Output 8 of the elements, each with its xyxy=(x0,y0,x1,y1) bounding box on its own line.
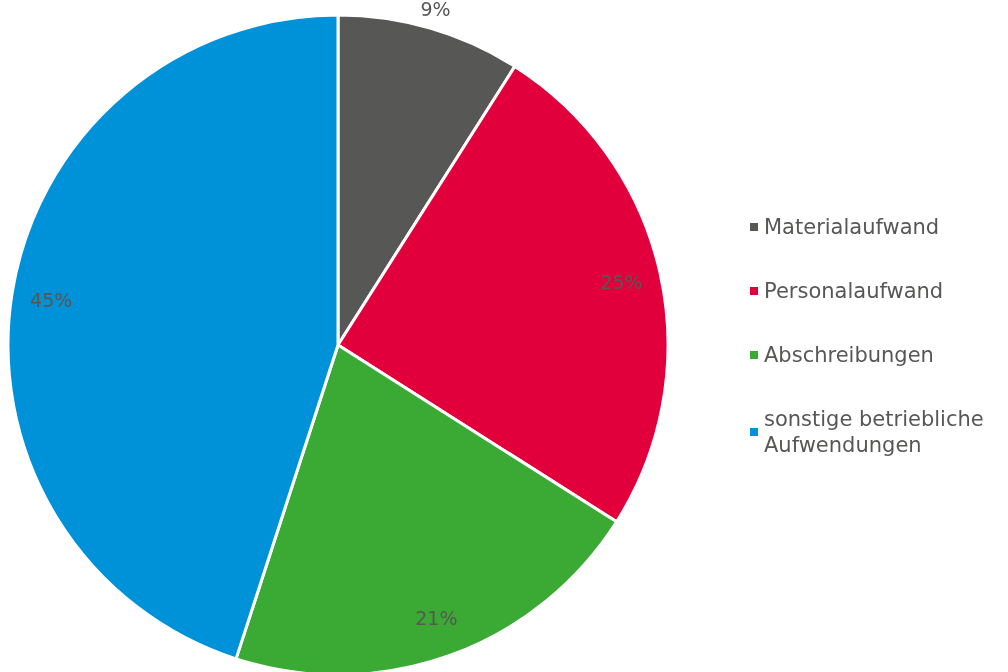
data-label: 25% xyxy=(600,270,643,293)
data-label: 45% xyxy=(30,288,73,311)
data-label: 21% xyxy=(415,607,458,630)
legend-label: Materialaufwand xyxy=(764,215,940,239)
legend-label: Abschreibungen xyxy=(764,343,934,367)
data-label: 9% xyxy=(420,0,451,21)
legend-label: sonstige betriebliche Aufwendungen xyxy=(764,407,991,457)
legend-label: Personalaufwand xyxy=(764,279,944,303)
